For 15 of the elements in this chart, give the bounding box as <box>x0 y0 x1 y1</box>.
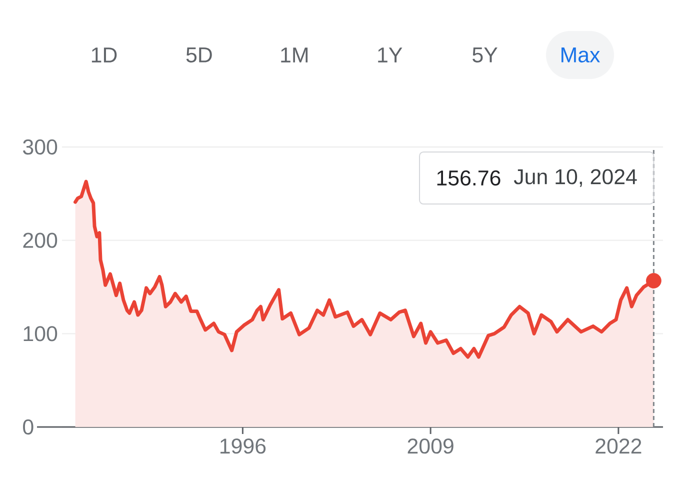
y-tick-label: 0 <box>23 419 34 435</box>
y-tick-label: 200 <box>23 232 58 248</box>
x-tick-label: 2009 <box>408 438 454 454</box>
x-tick-label: 1996 <box>220 438 266 454</box>
text: 5Y <box>472 48 498 62</box>
annotation: Jun 10, 2024 <box>514 169 637 187</box>
text: 5D <box>186 48 212 62</box>
y-tick-label: 300 <box>23 139 58 155</box>
x-tick-label: 2022 <box>596 438 642 454</box>
text: Max <box>562 48 600 62</box>
text: 1Y <box>378 48 402 62</box>
text: 1D <box>92 48 117 62</box>
annotation: 156.76 <box>437 170 500 186</box>
y-tick-label: 100 <box>24 326 58 342</box>
text: 1M <box>281 48 308 62</box>
